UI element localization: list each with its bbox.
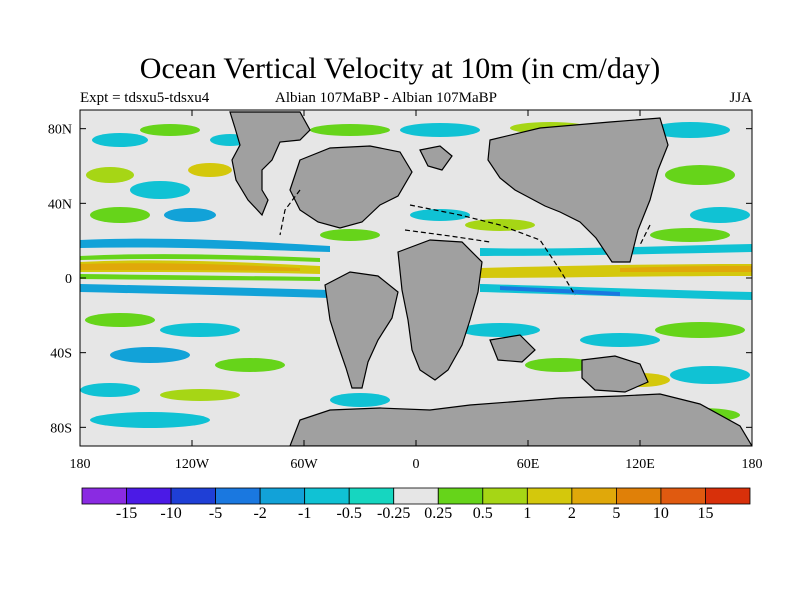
season-label: JJA <box>729 90 752 106</box>
colorbar-label: -0.25 <box>377 505 411 522</box>
colorbar-swatch <box>660 487 706 505</box>
colorbar-swatch <box>571 487 617 505</box>
colorbar-swatch <box>705 487 751 505</box>
dashed-coastlines <box>279 189 651 296</box>
north-atlantic-islands <box>419 145 453 171</box>
north-america <box>229 111 311 217</box>
colorbar-swatch <box>126 487 172 505</box>
longitude-axis: 180 120W 60W 0 60E 120E 180 <box>70 110 763 472</box>
greenland-europe <box>289 145 413 229</box>
colorbar-label: -1 <box>297 505 312 522</box>
lon-label: 180 <box>742 457 763 472</box>
lon-label: 120E <box>625 457 655 472</box>
lat-label: 80S <box>50 421 72 436</box>
colorbar-label: -2 <box>253 505 267 522</box>
colorbar-label: -10 <box>160 505 182 522</box>
colorbar-swatch <box>259 487 306 505</box>
colorbar-label: -15 <box>115 505 138 522</box>
colorbar-label: 10 <box>652 505 669 522</box>
period-label: Albian 107MaBP - Albian 107MaBP <box>275 90 497 106</box>
colorbar-swatch <box>437 487 484 505</box>
india <box>489 334 536 363</box>
colorbar-swatch <box>215 487 261 505</box>
colorbar-swatch <box>170 487 216 505</box>
colorbar-swatch <box>393 487 439 505</box>
lon-label: 60W <box>290 457 318 472</box>
colorbar <box>81 487 751 505</box>
colorbar-swatch <box>616 487 662 505</box>
colorbar-swatch <box>482 487 528 505</box>
lon-label: 180 <box>70 457 91 472</box>
latitude-axis: 80N 40N 0 40S 80S <box>48 123 752 436</box>
africa <box>397 239 483 381</box>
colorbar-label: 0.5 <box>472 505 493 522</box>
colorbar-label: 1 <box>523 505 532 522</box>
lon-label: 120W <box>175 457 210 472</box>
colorbar-swatch <box>348 487 395 505</box>
colorbar-label: 5 <box>612 505 621 522</box>
antarctica <box>289 393 752 446</box>
australia <box>581 355 649 393</box>
lat-label: 80N <box>48 123 72 138</box>
land-masses <box>229 111 752 446</box>
colorbar-label: -5 <box>208 505 223 522</box>
lon-label: 0 <box>413 457 420 472</box>
lat-label: 40S <box>50 347 72 362</box>
colorbar-swatch <box>81 487 127 505</box>
colorbar-swatch <box>526 487 573 505</box>
map-plot-area <box>80 110 752 446</box>
lon-label: 60E <box>517 457 540 472</box>
colorbar-label: 15 <box>697 505 714 522</box>
south-america <box>324 271 399 389</box>
colorbar-label: 2 <box>567 505 576 522</box>
chart-title: Ocean Vertical Velocity at 10m (in cm/da… <box>139 52 661 85</box>
experiment-label: Expt = tdsxu5-tdsxu4 <box>80 90 210 106</box>
colorbar-label: -0.5 <box>336 505 362 522</box>
lat-label: 40N <box>48 197 72 212</box>
colorbar-swatch <box>304 487 350 505</box>
colorbar-label: 0.25 <box>424 505 453 522</box>
lat-label: 0 <box>65 272 72 287</box>
asia <box>487 117 669 263</box>
